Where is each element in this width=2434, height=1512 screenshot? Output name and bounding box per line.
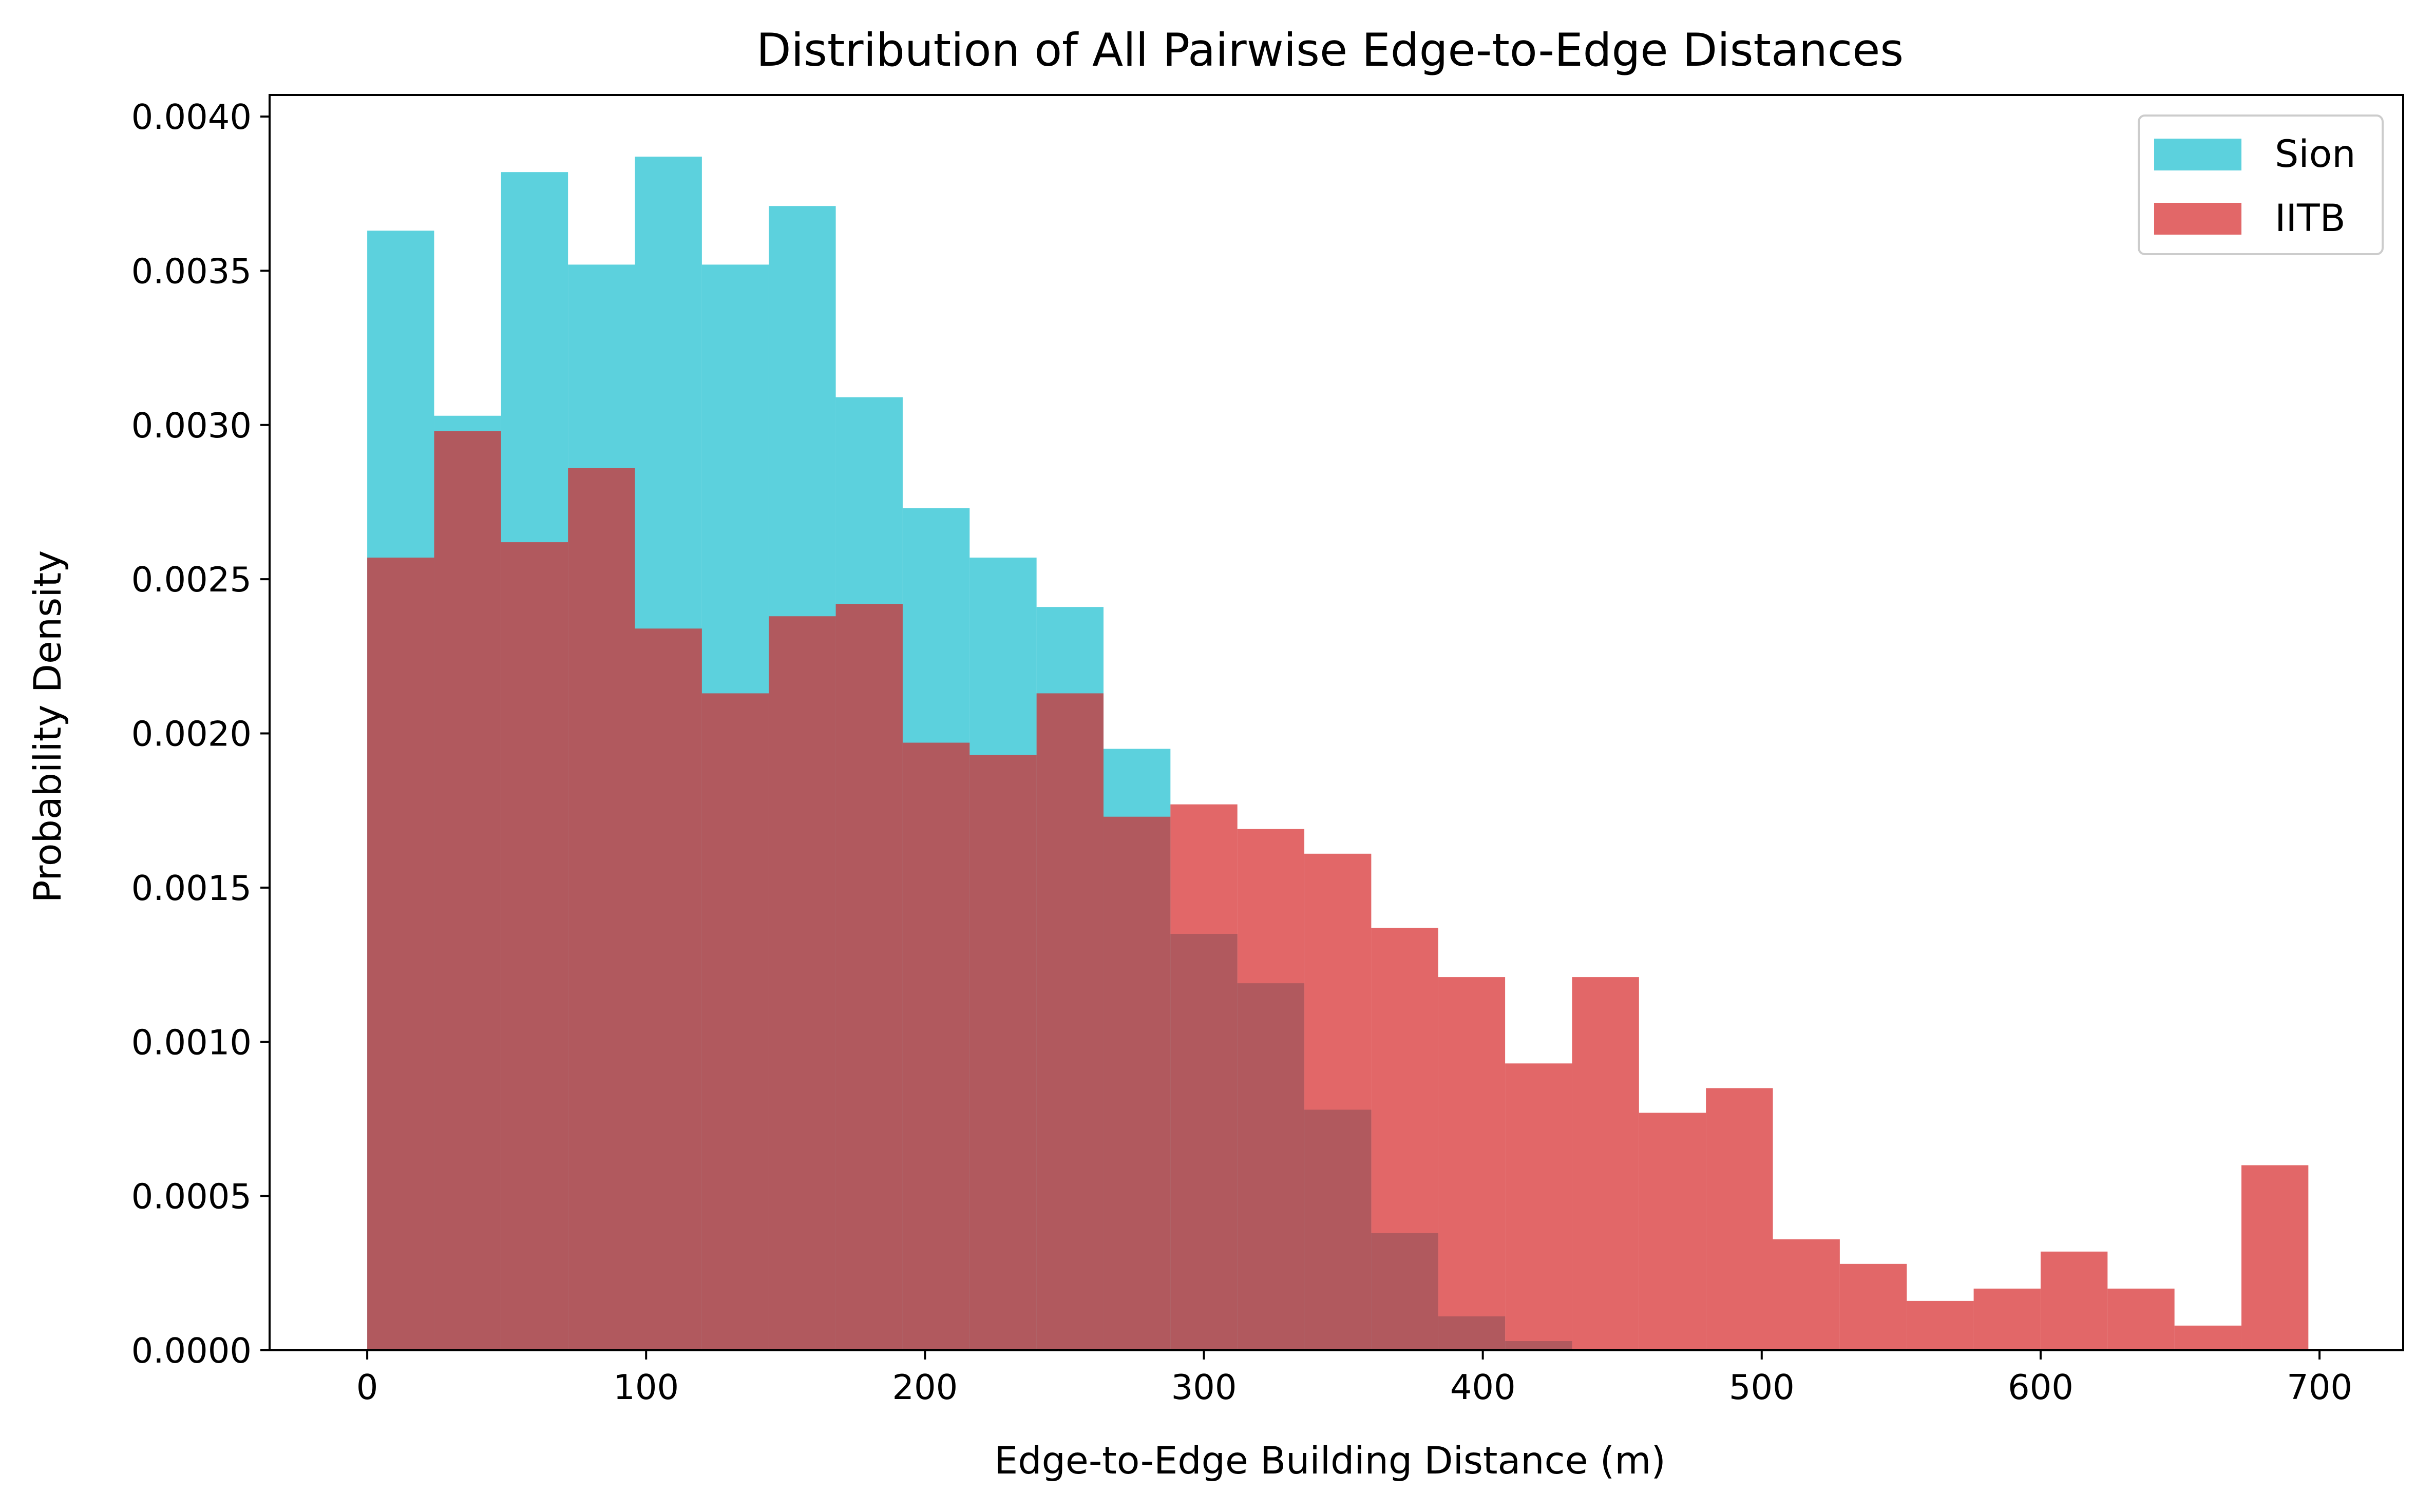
x-tick-label: 600: [2008, 1367, 2074, 1407]
plot-frame: [269, 94, 2404, 1351]
bar-iitb-1: [434, 431, 501, 1350]
legend-swatch-sion: [2154, 139, 2241, 170]
bar-iitb-24: [1973, 1288, 2041, 1350]
y-tick-label: 0.0030: [131, 406, 252, 446]
bar-iitb-20: [1706, 1088, 1773, 1350]
bar-iitb-5: [701, 693, 769, 1350]
y-axis-label: Probability Density: [26, 550, 70, 903]
y-tick-label: 0.0000: [131, 1331, 252, 1371]
bar-iitb-28: [2241, 1165, 2309, 1350]
bar-iitb-17: [1505, 1063, 1572, 1350]
y-tick-label: 0.0005: [131, 1177, 252, 1217]
bar-iitb-3: [568, 468, 635, 1351]
bar-iitb-11: [1103, 816, 1171, 1350]
x-tick-label: 700: [2287, 1367, 2352, 1407]
legend-swatch-iitb: [2154, 203, 2241, 235]
y-tick-label: 0.0035: [131, 251, 252, 291]
bar-iitb-4: [635, 628, 702, 1350]
x-tick-label: 500: [1729, 1367, 1795, 1407]
bar-iitb-6: [769, 616, 836, 1350]
bar-iitb-21: [1773, 1239, 1840, 1350]
bar-iitb-10: [1036, 693, 1104, 1350]
bar-iitb-27: [2174, 1325, 2241, 1350]
bar-iitb-25: [2040, 1251, 2108, 1350]
x-tick-label: 400: [1450, 1367, 1516, 1407]
bar-iitb-13: [1237, 829, 1305, 1350]
x-tick-label: 100: [613, 1367, 679, 1407]
x-tick-label: 200: [892, 1367, 958, 1407]
x-tick-label: 300: [1171, 1367, 1237, 1407]
legend-label-sion: Sion: [2275, 132, 2356, 176]
axes-layer: 0 100 200 300 400 500 600 700 0.0000 0.0005 0.0010…: [131, 94, 2404, 1407]
legend-label-iitb: IITB: [2275, 197, 2346, 240]
bar-iitb-14: [1304, 853, 1372, 1350]
bar-iitb-7: [835, 604, 903, 1350]
y-tick-label: 0.0025: [131, 560, 252, 600]
bar-iitb-23: [1907, 1300, 1974, 1350]
x-axis-label: Edge-to-Edge Building Distance (m): [994, 1439, 1666, 1483]
bar-iitb-8: [902, 742, 970, 1350]
bar-iitb-19: [1639, 1113, 1706, 1350]
bar-iitb-2: [501, 542, 568, 1350]
bar-iitb-15: [1371, 927, 1438, 1350]
x-tick-label: 0: [356, 1367, 378, 1407]
y-tick-label: 0.0015: [131, 868, 252, 908]
bar-iitb-0: [367, 558, 434, 1350]
bars-layer: [367, 157, 2309, 1351]
bar-iitb-16: [1438, 977, 1506, 1350]
y-tick-label: 0.0010: [131, 1022, 252, 1062]
y-tick-label: 0.0040: [131, 97, 252, 137]
legend: Sion IITB: [2138, 114, 2384, 255]
bar-iitb-18: [1572, 977, 1639, 1350]
bar-iitb-12: [1170, 804, 1238, 1350]
chart-title: Distribution of All Pairwise Edge-to-Edg…: [756, 24, 1904, 76]
bar-iitb-22: [1839, 1264, 1907, 1350]
y-tick-label: 0.0020: [131, 714, 252, 754]
series-iitb: [367, 431, 2309, 1351]
bar-iitb-26: [2107, 1288, 2175, 1350]
bar-iitb-9: [969, 755, 1037, 1350]
